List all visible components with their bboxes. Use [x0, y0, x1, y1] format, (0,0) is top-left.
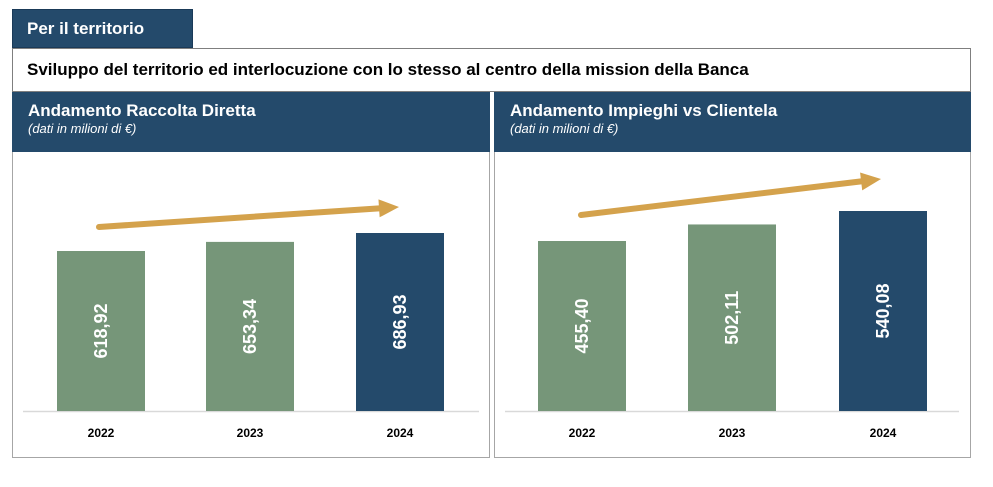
data-label: 686,93 — [390, 294, 410, 349]
x-tick-label: 2023 — [237, 426, 264, 440]
bar-chart-raccolta: 618,92 2022 653,34 2023 686,93 2024 — [23, 199, 479, 440]
data-label: 653,34 — [240, 299, 260, 354]
bar-2022 — [538, 241, 626, 411]
data-label: 618,92 — [91, 303, 111, 358]
x-tick-label: 2023 — [719, 426, 746, 440]
x-tick-label: 2022 — [569, 426, 596, 440]
x-tick-label: 2022 — [88, 426, 115, 440]
section-tab: Per il territorio — [12, 9, 193, 48]
data-label: 455,40 — [572, 298, 592, 353]
chart-subtitle: (dati in milioni di €) — [510, 121, 619, 136]
bar-2024 — [356, 233, 444, 411]
chart-title: Andamento Impieghi vs Clientela — [510, 101, 778, 120]
chart-title: Andamento Raccolta Diretta — [28, 101, 256, 120]
mission-banner: Sviluppo del territorio ed interlocuzion… — [12, 48, 971, 92]
section-label: Per il territorio — [27, 18, 145, 38]
data-label: 502,11 — [722, 291, 742, 345]
panel-header: Andamento Raccolta Diretta (dati in mili… — [12, 92, 490, 152]
bar-2023 — [206, 241, 294, 411]
data-label: 540,08 — [873, 283, 893, 338]
trend-arrow — [96, 199, 399, 230]
bar-2023 — [688, 224, 776, 411]
chart-subtitle: (dati in milioni di €) — [28, 121, 137, 136]
trend-arrow — [578, 172, 881, 218]
chart-panel-impieghi: Andamento Impieghi vs Clientela (dati in… — [494, 92, 971, 458]
bar-2022 — [57, 251, 145, 411]
bar-chart-impieghi: 455,40 2022 502,11 2023 540,08 2024 — [505, 172, 959, 440]
mission-text: Sviluppo del territorio ed interlocuzion… — [27, 60, 749, 79]
panel-header: Andamento Impieghi vs Clientela (dati in… — [494, 92, 971, 152]
chart-panel-raccolta: Andamento Raccolta Diretta (dati in mili… — [12, 92, 490, 458]
bar-2024 — [839, 211, 927, 411]
x-tick-label: 2024 — [870, 426, 897, 440]
x-tick-label: 2024 — [387, 426, 414, 440]
